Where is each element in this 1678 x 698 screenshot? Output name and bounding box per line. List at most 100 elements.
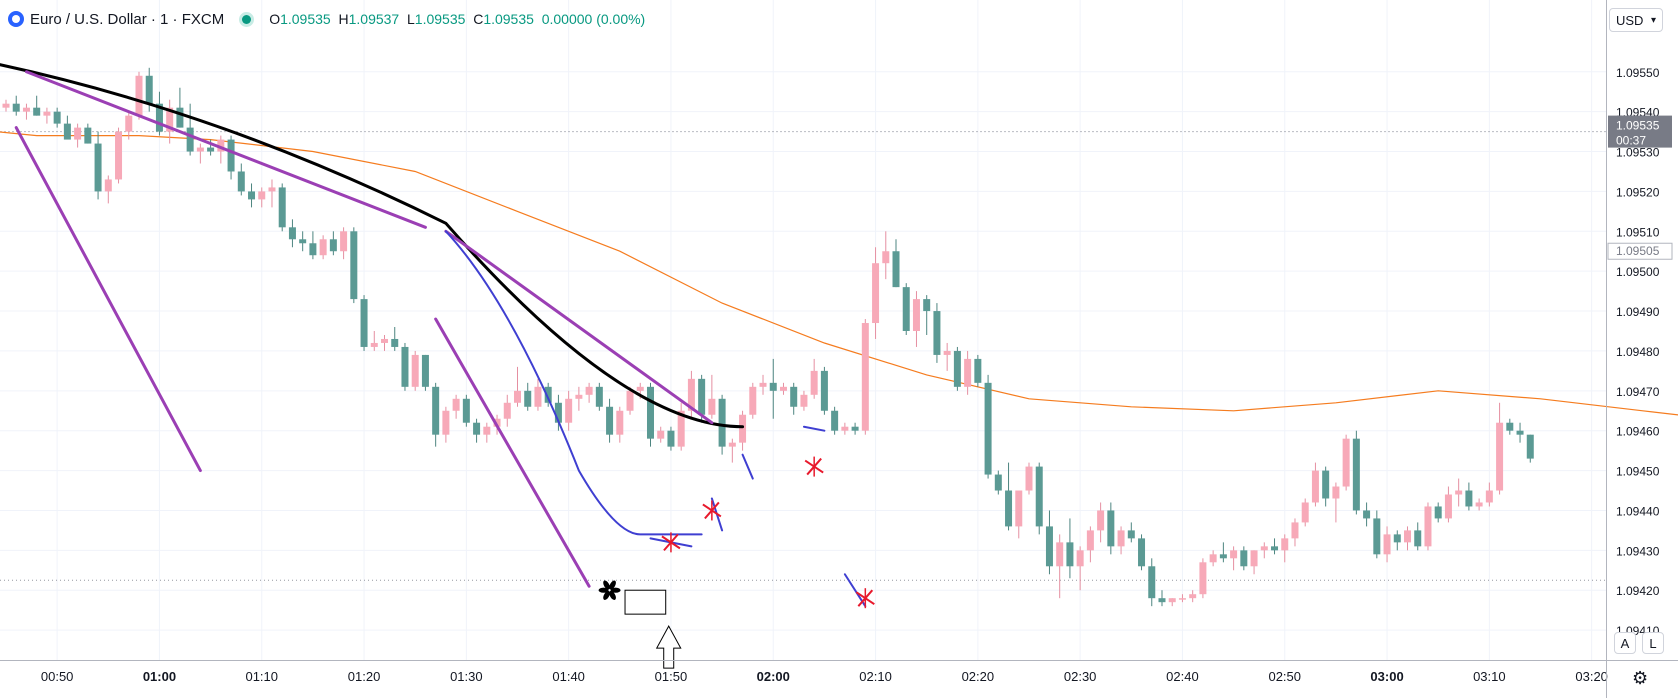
trend-line-purple — [434, 317, 591, 588]
candle-body — [1311, 470, 1319, 503]
candle-body — [790, 386, 798, 407]
chevron-down-icon: ▾ — [1650, 15, 1656, 26]
trend-line-black — [0, 63, 745, 429]
candle-body — [1189, 594, 1197, 599]
candle-body — [74, 127, 82, 140]
candle-body — [53, 111, 61, 124]
candle-body — [115, 131, 123, 180]
x-tick-label: 01:50 — [655, 669, 688, 684]
candle-body — [534, 386, 542, 407]
candle-body — [626, 390, 634, 411]
candle-body — [1260, 546, 1268, 551]
candle-body — [186, 127, 194, 152]
y-tick-label: 1.09480 — [1616, 345, 1660, 359]
log-scale-button[interactable]: L — [1642, 632, 1664, 654]
candle-body — [493, 418, 501, 427]
candle-body — [595, 386, 603, 407]
candle-body — [1097, 510, 1105, 531]
candle-body — [43, 111, 51, 116]
candle-body — [319, 239, 327, 256]
red-cross-icon — [661, 532, 681, 553]
candle-body — [1373, 518, 1381, 555]
y-tick-label: 1.09510 — [1616, 225, 1660, 239]
candle-body — [258, 191, 266, 200]
up-arrow-icon — [655, 625, 682, 669]
y-tick-label: 1.09520 — [1616, 185, 1660, 199]
candle-body — [381, 338, 389, 343]
candle-body — [1045, 526, 1053, 567]
x-tick-label: 01:20 — [348, 669, 381, 684]
candle-body — [953, 350, 961, 387]
candle-body — [145, 75, 153, 104]
candle-body — [1506, 422, 1514, 431]
candle-body — [1138, 538, 1146, 567]
candle-body — [1107, 510, 1115, 547]
y-tick-label: 1.09550 — [1616, 66, 1660, 80]
x-tick-label: 01:40 — [552, 669, 585, 684]
candle-body — [882, 251, 890, 264]
ohlc-values: O1.09535 H1.09537 L1.09535 C1.09535 0.00… — [269, 11, 646, 27]
market-status-icon — [242, 14, 252, 24]
candle-body — [1322, 470, 1330, 499]
candle-body — [360, 299, 368, 347]
candle-body — [1250, 550, 1258, 567]
x-tick-label: 01:10 — [245, 669, 278, 684]
candle-body — [462, 398, 470, 423]
price-badge-value: 1.09535 — [1616, 119, 1660, 133]
candle-body — [288, 227, 296, 240]
x-tick-label: 02:00 — [757, 669, 790, 684]
trend-line-purple — [444, 229, 714, 425]
candle-body — [22, 107, 30, 112]
candle-body — [1301, 502, 1309, 523]
candle-body — [1465, 490, 1473, 507]
candle-body — [1127, 530, 1135, 539]
candle-body — [544, 386, 552, 403]
candle-body — [1240, 550, 1248, 567]
highlight-box — [624, 589, 667, 615]
candle-body — [687, 378, 695, 411]
candle-body — [350, 231, 358, 300]
candle-body — [810, 370, 818, 395]
candle-body — [933, 311, 941, 355]
candle-body — [1005, 490, 1013, 527]
candle-body — [565, 398, 573, 423]
y-tick-label: 1.09440 — [1616, 504, 1660, 518]
price-badge — [1608, 115, 1672, 148]
candle-body — [974, 358, 982, 383]
candle-body — [1342, 438, 1350, 487]
candle-body — [841, 426, 849, 431]
red-cross-icon — [702, 500, 722, 521]
candle-body — [524, 390, 532, 407]
candle-body — [994, 474, 1002, 491]
candle-body — [207, 147, 215, 152]
candle-body — [473, 422, 481, 435]
y-tick-label: 1.09450 — [1616, 465, 1660, 479]
candle-body — [1056, 542, 1064, 567]
candle-body — [442, 410, 450, 435]
candle-body — [12, 103, 20, 112]
candle-body — [1158, 598, 1166, 603]
candle-body — [984, 382, 992, 475]
x-tick-label: 03:20 — [1575, 669, 1608, 684]
drawings[interactable] — [0, 63, 875, 669]
y-tick-label: 1.09530 — [1616, 146, 1660, 160]
x-tick-label: 02:20 — [962, 669, 995, 684]
trend-line-blue — [802, 425, 826, 432]
y-tick-label: 1.09460 — [1616, 425, 1660, 439]
candle-body — [872, 263, 880, 324]
candle-body — [677, 410, 685, 447]
gear-icon[interactable]: ⚙ — [1632, 668, 1649, 688]
candle-body — [943, 350, 951, 355]
candle-body — [1117, 530, 1125, 547]
auto-scale-button[interactable]: A — [1614, 632, 1636, 654]
currency-select[interactable]: USD ▾ — [1609, 8, 1663, 32]
candle-body — [1209, 554, 1217, 563]
candle-body — [309, 243, 317, 256]
candle-body — [912, 299, 920, 331]
candle-body — [718, 398, 726, 447]
symbol-title[interactable]: Euro / U.S. Dollar · 1 · FXCM — [30, 10, 225, 28]
red-cross-icon — [855, 588, 875, 609]
candle-body — [63, 123, 71, 140]
